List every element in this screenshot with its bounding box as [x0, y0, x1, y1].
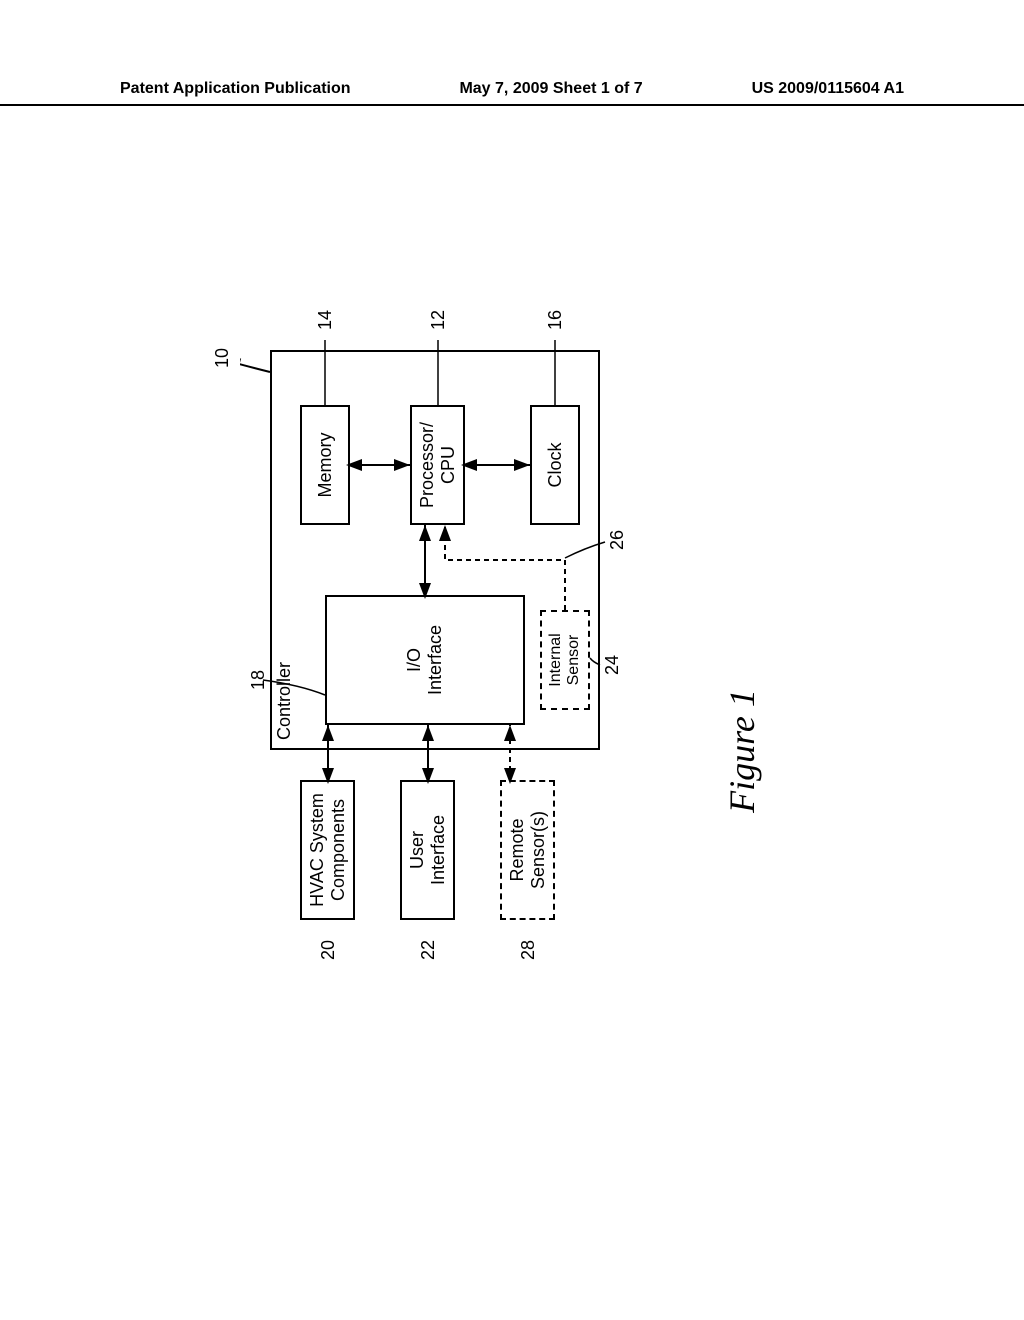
cpu-text: Processor/ CPU: [417, 422, 458, 508]
header-right: US 2009/0115604 A1: [752, 80, 904, 98]
io-text: I/O Interface: [404, 625, 445, 695]
ref-18: 18: [248, 670, 269, 690]
internal-text: Internal Sensor: [547, 633, 584, 686]
page-body: Controller HVAC System Components User I…: [80, 130, 944, 1230]
page-header: Patent Application Publication May 7, 20…: [0, 80, 1024, 106]
figure-caption: Figure 1: [721, 689, 763, 813]
user-if-text: User Interface: [407, 815, 448, 885]
ref-10: 10: [212, 348, 233, 368]
clock-box: Clock: [530, 405, 580, 525]
hvac-box: HVAC System Components: [300, 780, 355, 920]
ref-16: 16: [545, 310, 566, 330]
ref-28: 28: [518, 940, 539, 960]
remote-text: Remote Sensor(s): [507, 811, 548, 889]
block-diagram: Controller HVAC System Components User I…: [240, 340, 720, 920]
hvac-text: HVAC System Components: [307, 793, 348, 907]
controller-label: Controller: [274, 662, 295, 740]
ref-12: 12: [428, 310, 449, 330]
ref-14: 14: [315, 310, 336, 330]
ref-22: 22: [418, 940, 439, 960]
memory-text: Memory: [315, 433, 336, 498]
io-interface-box: I/O Interface: [325, 595, 525, 725]
header-left: Patent Application Publication: [120, 80, 351, 98]
clock-text: Clock: [545, 443, 566, 488]
cpu-box: Processor/ CPU: [410, 405, 465, 525]
memory-box: Memory: [300, 405, 350, 525]
ref-20: 20: [318, 940, 339, 960]
user-interface-box: User Interface: [400, 780, 455, 920]
internal-sensor-box: Internal Sensor: [540, 610, 590, 710]
remote-sensor-box: Remote Sensor(s): [500, 780, 555, 920]
ref-26: 26: [607, 530, 628, 550]
header-center: May 7, 2009 Sheet 1 of 7: [459, 80, 642, 98]
ref-24: 24: [602, 655, 623, 675]
